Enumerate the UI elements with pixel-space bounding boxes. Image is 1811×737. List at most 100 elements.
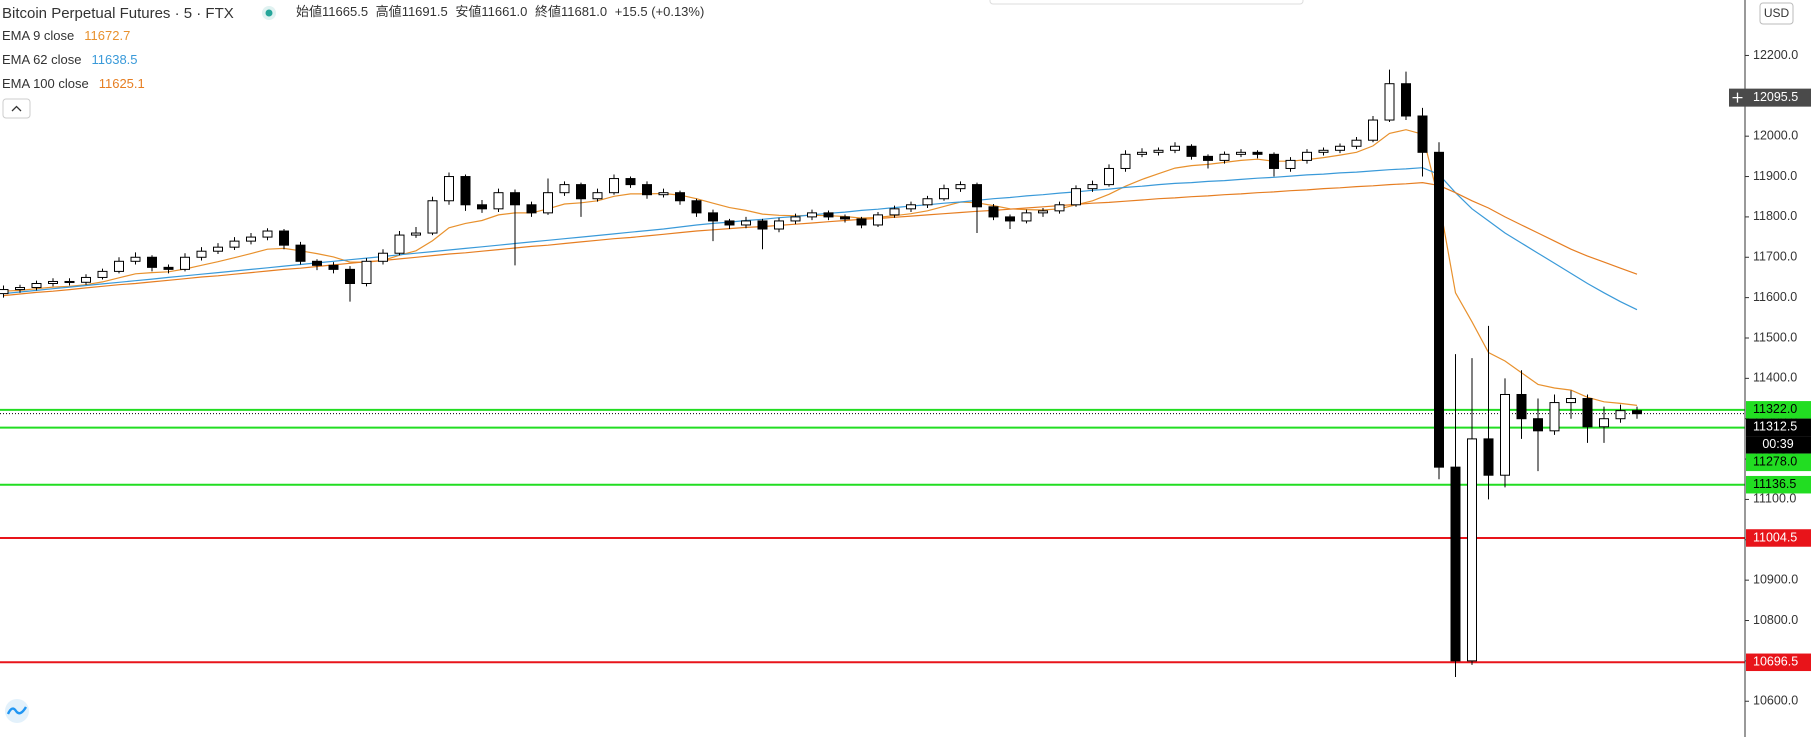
ohlc-label: 安値	[455, 4, 481, 19]
y-tick-label: 11600.0	[1753, 290, 1797, 304]
candle-body	[823, 212, 834, 218]
candle-body	[1054, 204, 1065, 212]
candle-body	[1021, 212, 1032, 222]
indicator-name: EMA 100 close	[2, 76, 89, 91]
candle-body	[1335, 145, 1345, 151]
candle-body	[856, 218, 867, 226]
countdown-label: 00:39	[1762, 437, 1793, 451]
indicator-legend-item: EMA 9 close 11672.7	[2, 28, 130, 43]
ohlc-value: 11691.5	[402, 4, 448, 19]
candle-body	[31, 282, 42, 289]
candle-body	[1137, 151, 1147, 155]
ohlc-value: 11665.5	[322, 4, 368, 19]
candle-body	[1500, 393, 1510, 476]
level-label: 10696.5	[1753, 655, 1798, 669]
y-tick-label: 10900.0	[1753, 572, 1798, 586]
candle-body	[1615, 410, 1626, 420]
y-tick-label: 11800.0	[1753, 209, 1797, 223]
candle-body	[328, 264, 339, 270]
level-label: 11278.0	[1753, 455, 1797, 469]
level-label-bg	[1746, 529, 1811, 547]
candle-body	[576, 184, 586, 200]
candle-body	[1005, 216, 1015, 222]
candle-body	[15, 287, 25, 291]
candle-body	[642, 184, 652, 196]
level-label-bg	[1746, 453, 1811, 472]
candle-body	[592, 192, 603, 200]
candle-body	[658, 192, 669, 196]
crosshair-plus	[1732, 92, 1743, 103]
candle-body	[345, 268, 355, 284]
candle-body	[889, 208, 900, 216]
indicator-value: 11638.5	[92, 52, 138, 67]
currency-button[interactable]	[1759, 2, 1794, 25]
candle-body	[510, 192, 520, 206]
candle-body	[493, 192, 504, 210]
y-tick-label: 11700.0	[1753, 250, 1797, 264]
candle-body	[955, 184, 966, 190]
indicator-name: EMA 62 close	[2, 52, 82, 67]
candle-body	[1120, 153, 1131, 169]
candle-body	[378, 252, 388, 262]
toolbar-fragment[interactable]	[989, 0, 1304, 5]
candle-body	[1450, 466, 1461, 662]
last-price-label-bg	[1746, 418, 1811, 437]
y-tick-label: 10600.0	[1753, 694, 1798, 708]
last-price-label: 11312.5	[1753, 420, 1797, 434]
candle-body	[361, 260, 372, 284]
candle-body	[1483, 438, 1494, 476]
ohlc-value: 11661.0	[481, 4, 527, 19]
ohlc-change: +15.5 (+0.13%)	[615, 4, 705, 19]
candle-body	[444, 176, 454, 202]
candle-body	[1401, 83, 1411, 117]
candle-body	[922, 198, 933, 206]
candle-body	[675, 192, 685, 202]
candle-body	[609, 178, 619, 194]
ema-line	[3, 167, 1638, 311]
candle-body	[1285, 159, 1296, 169]
candle-body	[691, 200, 702, 214]
level-label-bg	[1746, 401, 1811, 419]
candle-body	[1467, 438, 1477, 662]
level-label: 11136.5	[1753, 477, 1796, 491]
ohlc-label: 始値	[296, 4, 322, 19]
level-label: 11322.0	[1753, 402, 1797, 416]
status-dot	[265, 9, 273, 17]
candle-body	[906, 204, 916, 210]
ohlc-legend: 始値11665.5 高値11691.5 安値11661.0 終値11681.0 …	[296, 4, 704, 19]
candle-body	[196, 250, 207, 258]
collapse-icon	[11, 105, 22, 112]
candle-body	[526, 204, 537, 214]
candle-body	[1516, 393, 1527, 420]
candle-body	[246, 236, 256, 242]
candle-body	[64, 280, 75, 283]
candle-body	[1632, 410, 1642, 415]
candle-body	[1302, 151, 1312, 161]
candle-body	[48, 280, 58, 284]
indicator-legend-item: EMA 62 close 11638.5	[2, 52, 138, 67]
y-tick-label: 11400.0	[1753, 371, 1797, 385]
ohlc-label: 高値	[376, 4, 402, 19]
candle-body	[229, 240, 240, 248]
y-tick-label: 10800.0	[1753, 613, 1798, 627]
ohlc-value: 11681.0	[561, 4, 607, 19]
countdown-label-bg	[1746, 436, 1811, 454]
candle-body	[97, 270, 108, 278]
candle-body	[807, 212, 817, 218]
candle-body	[427, 200, 438, 234]
candle-body	[1269, 153, 1279, 169]
collapse-button[interactable]	[2, 98, 31, 119]
candle-body	[1351, 139, 1362, 147]
candle-body	[741, 220, 751, 226]
candle-body	[81, 276, 91, 283]
candle-body	[1153, 149, 1164, 153]
level-label: 11004.5	[1753, 530, 1797, 544]
ema-line	[3, 129, 1638, 406]
candle-body	[1384, 83, 1395, 121]
level-label-bg	[1746, 653, 1811, 672]
candle-body	[312, 260, 322, 266]
candle-body	[0, 289, 9, 295]
candle-body	[724, 220, 735, 226]
